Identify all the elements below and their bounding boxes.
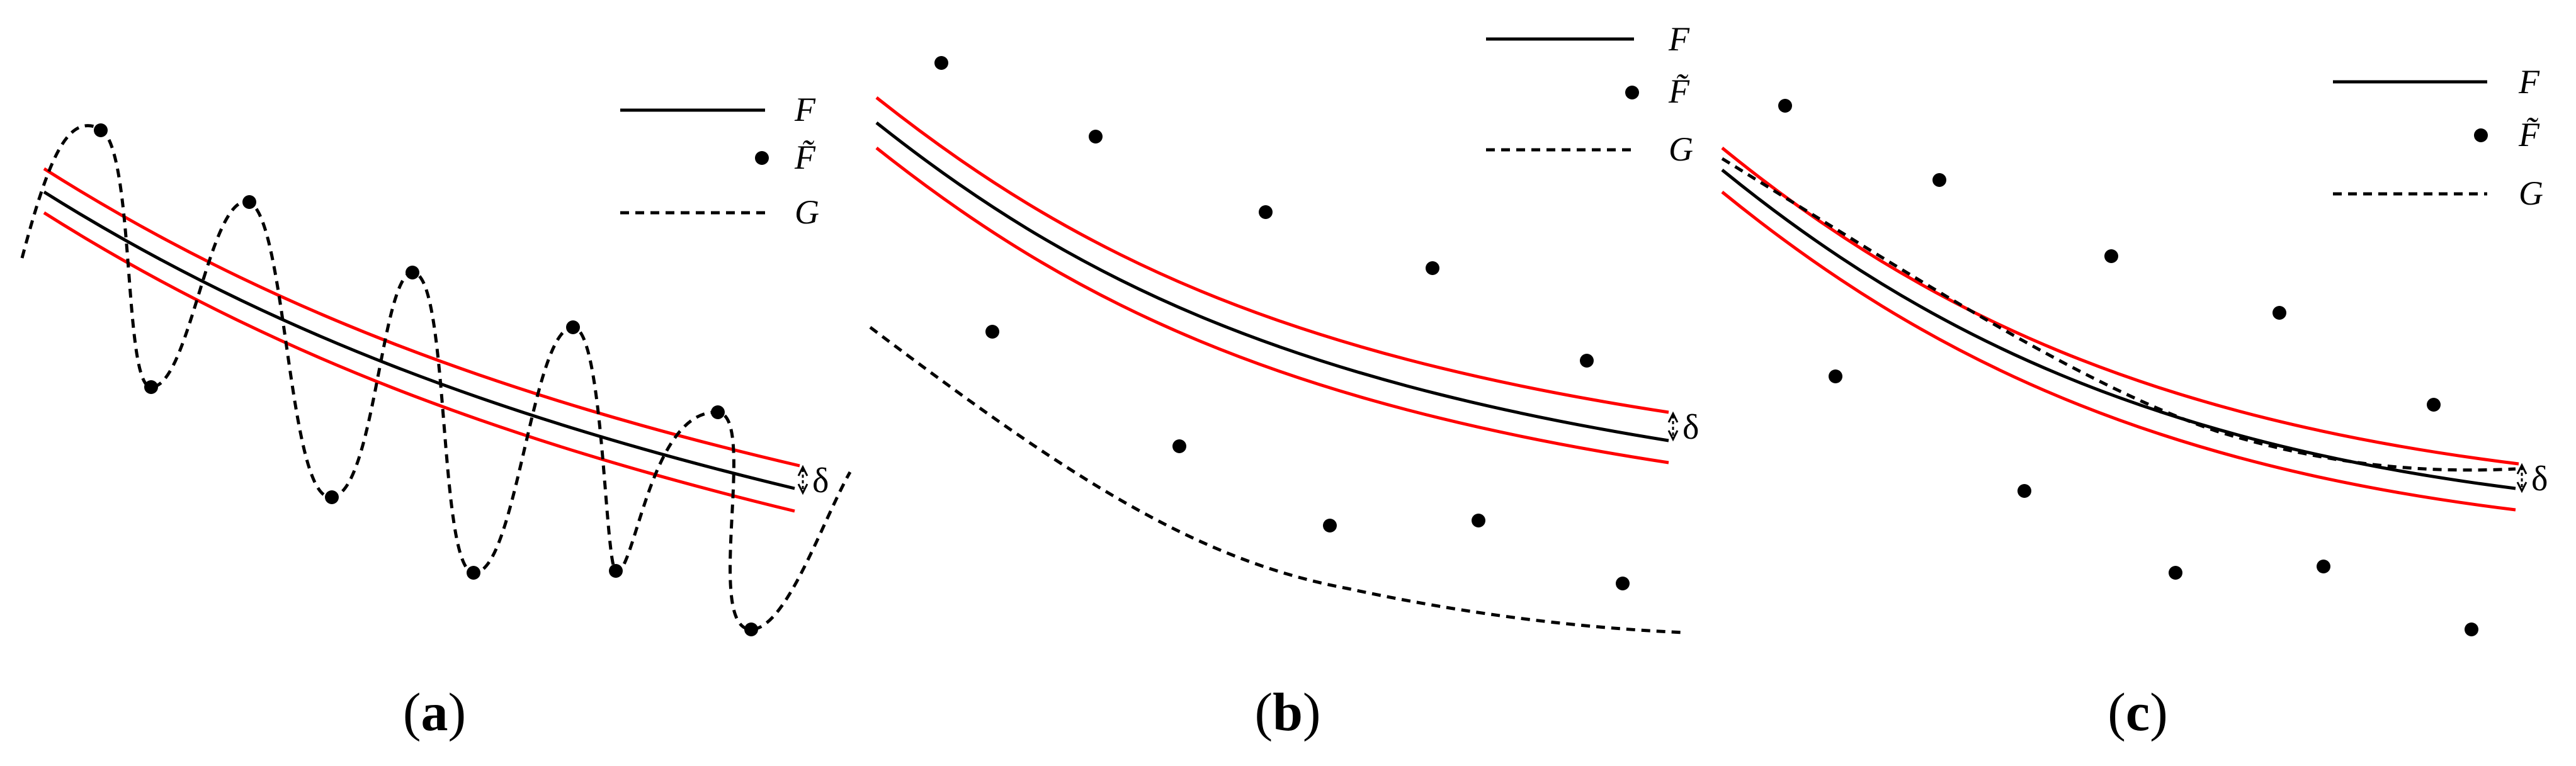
panel-c-legend-g-label: G (2519, 174, 2543, 212)
panel-a-curve-g (20, 124, 852, 631)
panel-a-legend-ftilde-label: F̃ (794, 138, 816, 176)
panel-c-curve-f (1721, 169, 2516, 490)
panel-a-sample-dot (711, 405, 725, 419)
panel-a-legend-dot-marker (755, 151, 769, 165)
panel-a-sample-dot (144, 380, 158, 394)
panel-c-sample-dot (2465, 622, 2478, 636)
panel-b-curve-g (869, 326, 1685, 634)
panel-a-legend: F F̃ G (620, 91, 819, 231)
panel-b-upper-band (875, 96, 1669, 414)
panel-b-legend-g-label: G (1669, 130, 1693, 168)
panel-b-legend: F F̃ G (1486, 20, 1693, 168)
panel-c-legend-f-label: F (2518, 63, 2540, 101)
panel-b-caption: (b) (1254, 682, 1320, 742)
panel-a-caption: (a) (403, 682, 466, 742)
panel-b-sample-dot (1616, 577, 1630, 590)
panel-c-delta-indicator: δ (2516, 459, 2548, 498)
panel-a-sample-dot (744, 622, 758, 636)
panel-b-sample-dot (1172, 439, 1186, 453)
panel-a-upper-band (43, 167, 800, 468)
panel-b-lower-band (875, 147, 1669, 465)
panel-c-sample-dot (2169, 566, 2182, 580)
panel-b-legend-ftilde-label: F̃ (1668, 72, 1690, 110)
panel-b: δ F F̃ G (b) (869, 20, 1699, 742)
panel-c-legend-dot-marker (2474, 128, 2488, 142)
panel-c-sample-dot (1932, 173, 1946, 187)
panel-a-sample-dot (467, 566, 480, 580)
panel-b-sample-dot (985, 325, 999, 339)
panel-a-sample-dot (94, 123, 108, 137)
panel-c-caption: (c) (2108, 682, 2167, 742)
panel-a-sample-dot (609, 564, 623, 578)
panel-a-sample-dot (325, 490, 339, 504)
panel-b-delta-label: δ (1682, 408, 1699, 447)
panel-a-delta-label: δ (812, 461, 829, 500)
panel-c-delta-label: δ (2531, 459, 2548, 498)
panel-c-sample-dot (2017, 484, 2031, 498)
panel-a-sample-dot (242, 195, 256, 209)
panel-b-sample-dot (1472, 514, 1485, 527)
panel-a-legend-f-label: F (794, 91, 816, 128)
panel-a-curve-f (43, 190, 795, 490)
panel-c-curve-g (1721, 157, 2516, 472)
panel-b-sample-dot (1323, 519, 1337, 532)
panel-c-upper-band (1721, 147, 2519, 466)
panel-c: δ F F̃ G (c) (1721, 63, 2548, 742)
panel-c-sample-dot (2272, 306, 2286, 320)
panel-c-sample-dot (2427, 398, 2441, 412)
panel-c-sample-dot (2104, 249, 2118, 263)
panel-b-sample-dot (1580, 354, 1594, 368)
panel-c-legend-ftilde-label: F̃ (2518, 116, 2540, 154)
panel-a-lower-band (43, 211, 795, 513)
panel-a-sample-dot (406, 266, 419, 279)
panel-b-sample-dot (934, 56, 948, 70)
panel-b-legend-f-label: F (1668, 20, 1690, 58)
panel-c-legend: F F̃ G (2333, 63, 2543, 212)
panel-b-sample-dot (1426, 261, 1439, 275)
panel-b-sample-dot (1089, 130, 1103, 144)
panel-b-delta-indicator: δ (1667, 408, 1699, 447)
panel-c-sample-dot (2317, 560, 2330, 573)
panel-a-sample-dot (566, 320, 580, 334)
panel-b-curve-f (875, 121, 1669, 442)
panel-c-sample-dot (1778, 99, 1792, 113)
panel-b-legend-dot-marker (1625, 86, 1639, 99)
panel-a-legend-g-label: G (795, 193, 819, 231)
panel-a-delta-indicator: δ (797, 461, 829, 500)
panel-c-lower-band (1721, 191, 2516, 512)
panel-c-sample-dot (1829, 369, 1842, 383)
panel-b-sample-dot (1259, 205, 1273, 219)
panel-a: δ F F̃ G (a) (20, 91, 852, 742)
